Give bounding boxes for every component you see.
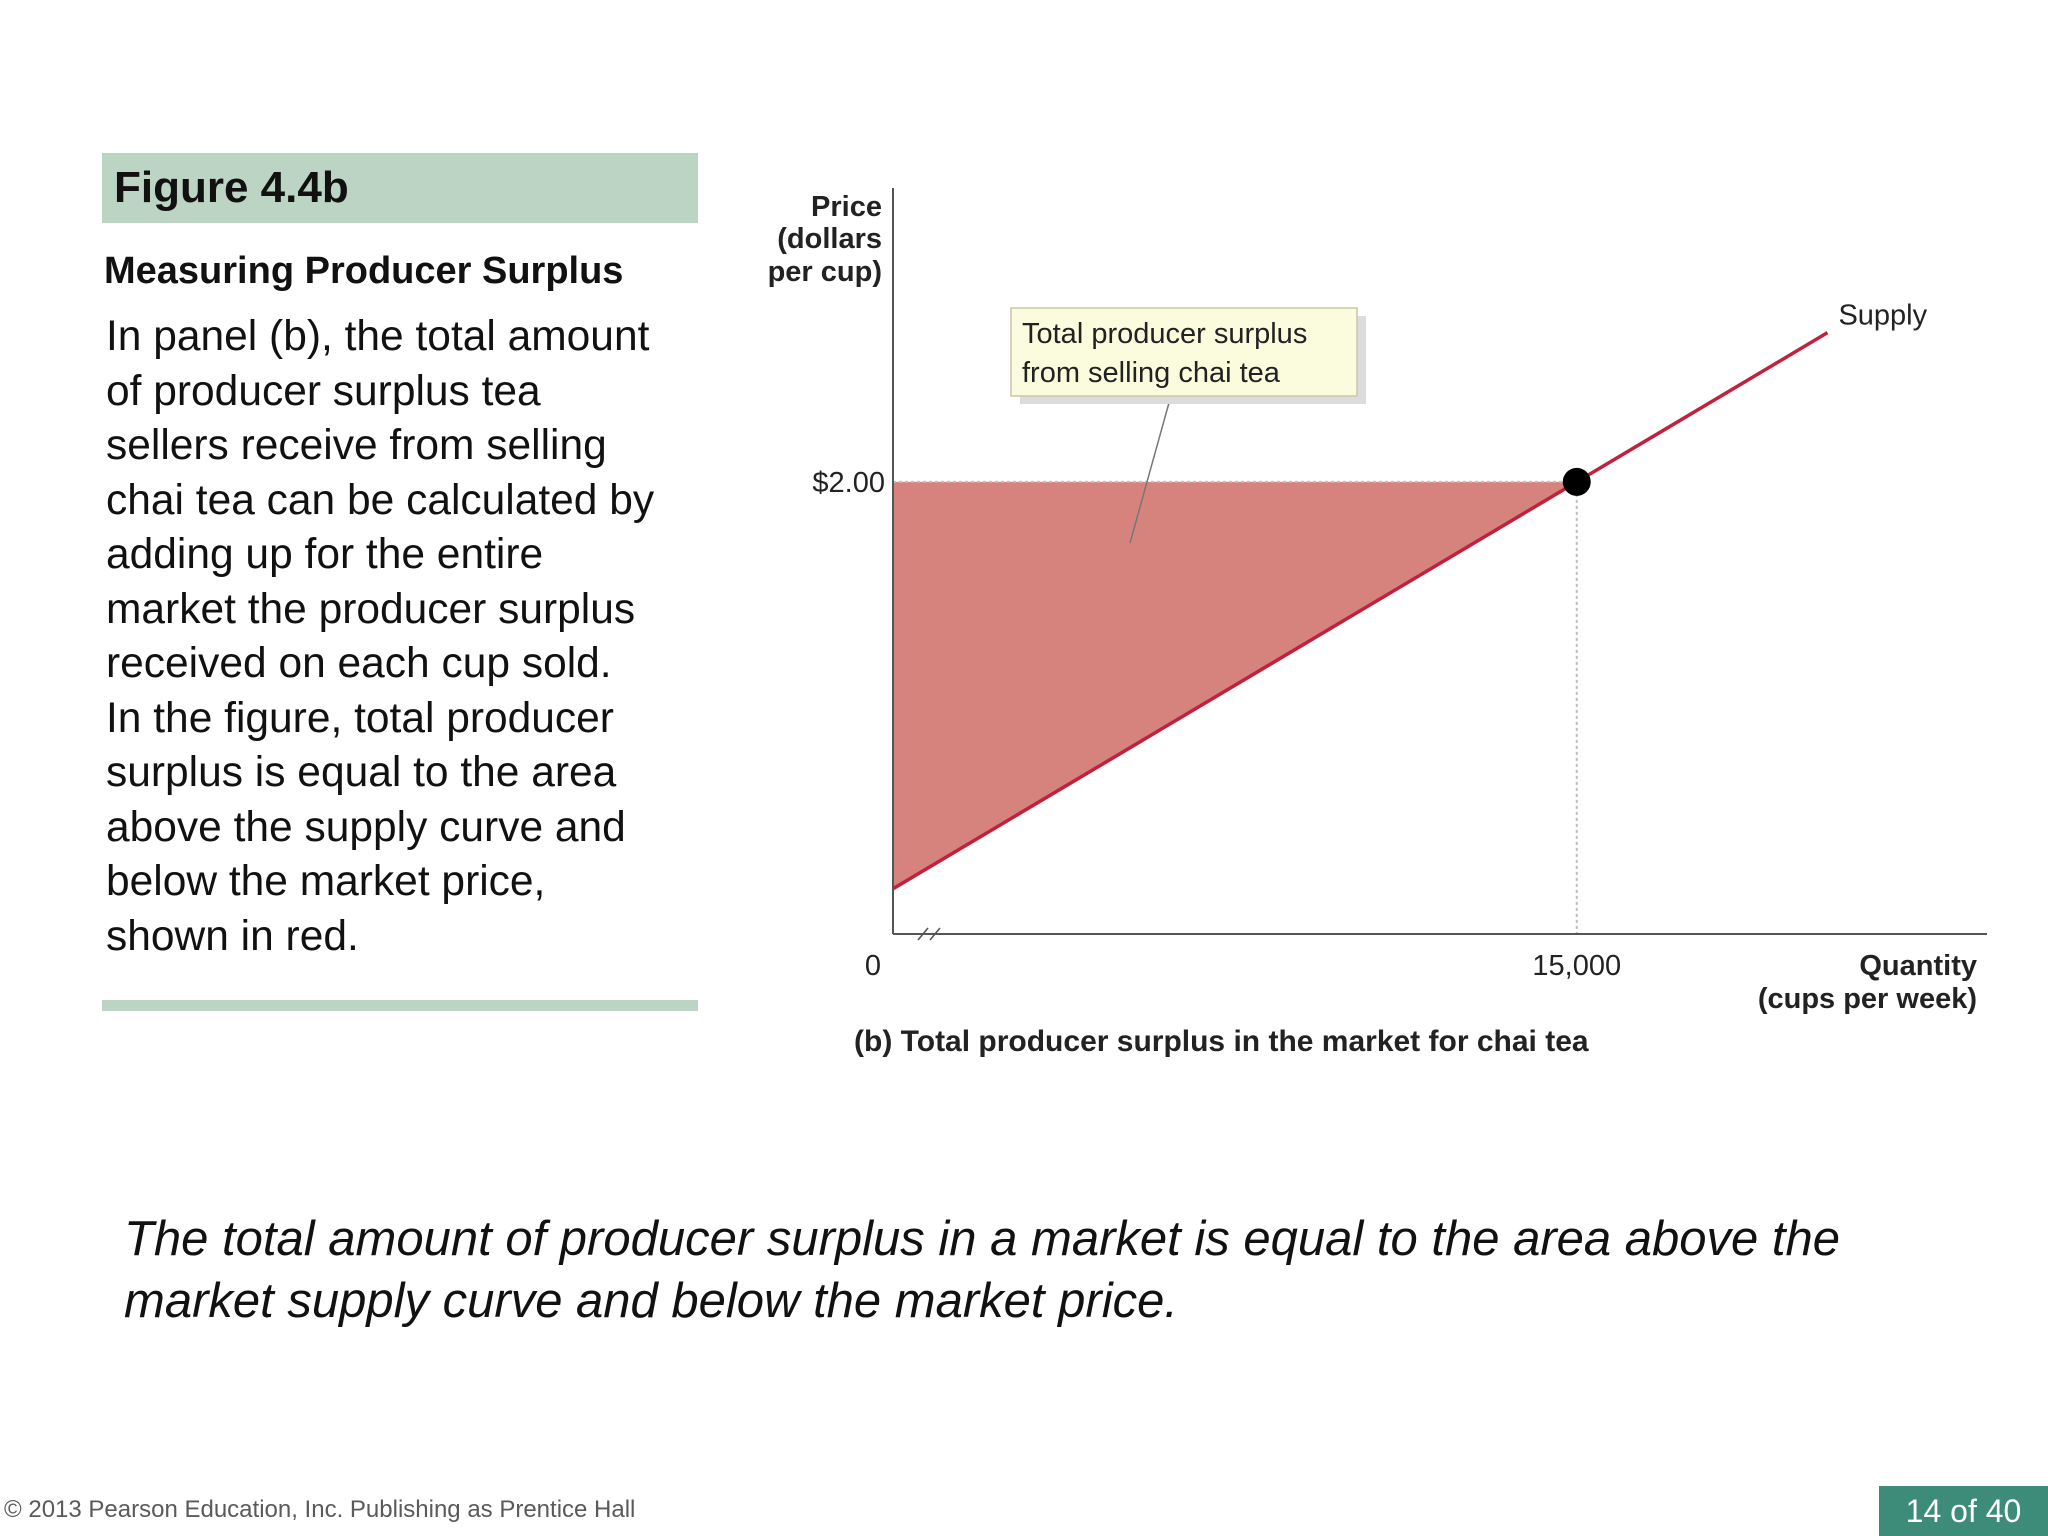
description-line: above the supply curve and — [106, 803, 626, 851]
chart-caption: (b) Total producer surplus in the market… — [854, 1025, 1589, 1058]
description-line: of producer surplus tea — [106, 367, 541, 415]
axis-break-stroke — [917, 927, 929, 941]
description-line: surplus is equal to the area — [106, 749, 617, 796]
y-axis-label-line: Price — [811, 191, 882, 223]
x-axis-label-line: (cups per week) — [1758, 983, 1977, 1015]
summary-line: The total amount of producer surplus in … — [124, 1212, 1841, 1266]
summary-statement: The total amount of producer surplus in … — [124, 1208, 1984, 1332]
page-indicator: 14 of 40 — [1879, 1486, 2048, 1536]
description-line: chai tea can be calculated by — [106, 476, 655, 524]
figure-divider — [102, 1000, 698, 1011]
y-axis-label-line: (dollars — [777, 223, 882, 255]
description-line: market the producer surplus — [106, 585, 636, 633]
callout-leader-line — [1129, 391, 1173, 544]
description-line: received on each cup sold. — [106, 640, 612, 687]
figure-header: Figure 4.4b — [102, 153, 698, 223]
supply-curve-label: Supply — [1838, 300, 1927, 332]
figure-title: Measuring Producer Surplus — [104, 250, 624, 292]
x-axis-label-line: Quantity — [1859, 950, 1977, 982]
figure-number: Figure 4.4b — [114, 163, 349, 212]
y-axis-label-line: per cup) — [768, 256, 882, 288]
producer-surplus-chart: Supply Total producer surplus from selli… — [768, 188, 1987, 1058]
axis-break-stroke — [929, 927, 941, 941]
axis-break-mark — [917, 927, 941, 941]
copyright-notice: © 2013 Pearson Education, Inc. Publishin… — [4, 1496, 636, 1523]
callout-text-line: Total producer surplus — [1022, 318, 1307, 350]
figure-description: In panel (b), the total amount of produc… — [106, 310, 726, 964]
description-line: below the market price, — [106, 858, 546, 905]
description-line: sellers receive from selling — [106, 422, 607, 469]
equilibrium-point — [1562, 467, 1591, 496]
description-line: adding up for the entire — [106, 531, 544, 578]
description-line: shown in red. — [106, 912, 359, 960]
x-origin-label: 0 — [865, 950, 881, 982]
description-line: In the figure, total producer — [106, 694, 614, 742]
callout-text-line: from selling chai tea — [1022, 357, 1281, 389]
description-line: In panel (b), the total amount — [106, 313, 650, 360]
callout-box — [1010, 307, 1358, 397]
x-tick-label: 15,000 — [1532, 950, 1621, 982]
y-tick-label: $2.00 — [812, 467, 885, 499]
summary-line: market supply curve and below the market… — [124, 1274, 1178, 1328]
